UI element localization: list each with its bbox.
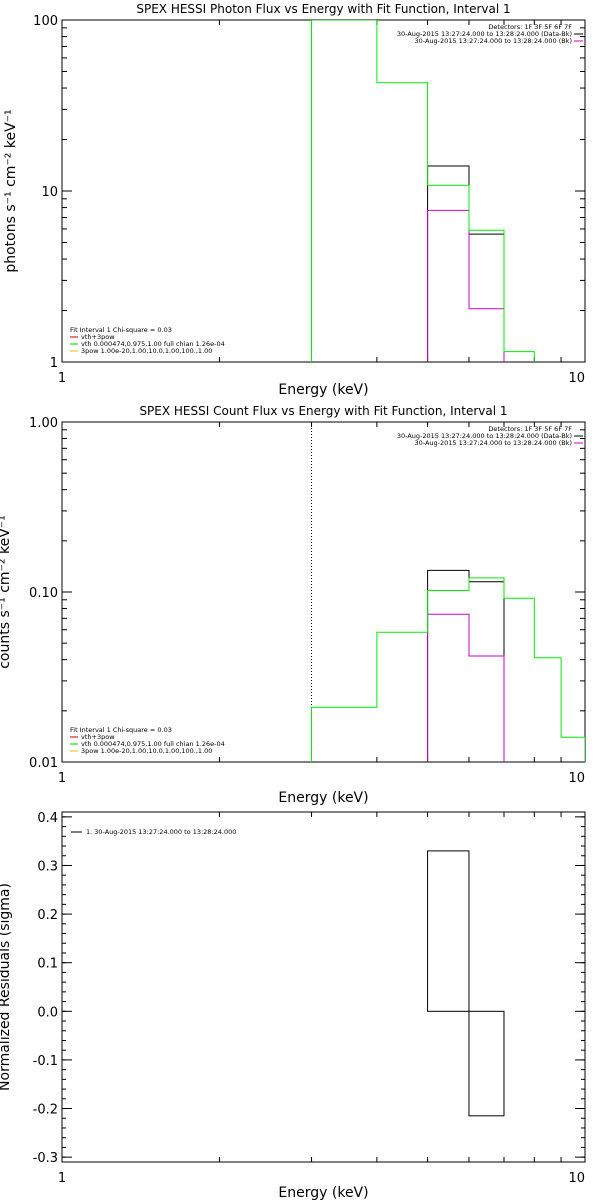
y-tick-label: 0.3 xyxy=(37,859,58,874)
y-tick-label: 100 xyxy=(33,14,58,29)
legend-entry-label: 30-Aug-2015 13:27:24.000 to 13:28:24.000… xyxy=(397,30,572,38)
y-tick-label: 1.00 xyxy=(29,416,58,431)
x-tick-label: 10 xyxy=(568,371,585,386)
series-line-1 xyxy=(427,165,505,362)
series-group xyxy=(427,850,505,1117)
legend-bottom: Fit Interval 1 Chi-square = 0.03vth+3pow… xyxy=(70,326,225,355)
plot-frame xyxy=(61,421,586,763)
chart-panel-2: SPEX HESSI Count Flux vs Energy with Fit… xyxy=(0,404,586,806)
x-axis-label: Energy (keV) xyxy=(278,1185,368,1200)
legend-entry-label: 30-Aug-2015 13:27:24.000 to 13:28:24.000… xyxy=(415,439,572,447)
legend-entry-label: vth+3pow xyxy=(81,333,115,341)
y-axis-label: photons s⁻¹ cm⁻² keV⁻¹ xyxy=(3,109,19,272)
y-tick-label: 0.4 xyxy=(37,811,58,826)
legend-entry-label: vth+3pow xyxy=(81,733,115,741)
y-axis: 0.01 0.10 1.00 xyxy=(29,416,585,771)
x-axis: 1 10 xyxy=(58,812,586,1186)
y-tick-label: -0.3 xyxy=(33,1151,58,1166)
residual-bar xyxy=(427,850,470,1012)
legend-entry-label: 1. 30-Aug-2015 13:27:24.000 to 13:28:24.… xyxy=(86,828,236,836)
x-tick-label: 10 xyxy=(568,771,585,786)
y-tick-label: 0.10 xyxy=(29,586,58,601)
x-axis-label: Energy (keV) xyxy=(278,382,368,398)
x-tick-label: 1 xyxy=(58,1171,66,1186)
y-tick-label: 0.0 xyxy=(37,1005,58,1020)
y-tick-label: 0.1 xyxy=(37,957,58,972)
plot-frame xyxy=(61,19,586,363)
legend-entry-label: 3pow 1.00e-20,1.00,10.0,1.00,100.,1.00 xyxy=(81,747,212,755)
y-tick-label: -0.2 xyxy=(33,1103,58,1118)
y-axis-label: counts s⁻¹ cm⁻² keV⁻¹ xyxy=(0,515,13,669)
series-line-1 xyxy=(427,569,505,762)
chart-title: SPEX HESSI Photon Flux vs Energy with Fi… xyxy=(136,2,510,16)
y-axis: 1 10 100 xyxy=(33,14,585,371)
chart-panel-1: SPEX HESSI Photon Flux vs Energy with Fi… xyxy=(3,2,586,398)
y-axis: -0.3 -0.2 -0.1 0.0 0.1 0.2 0.3 0.4 xyxy=(33,811,585,1166)
legend-bottom: Fit Interval 1 Chi-square = 0.03vth+3pow… xyxy=(70,726,225,755)
x-axis-label: Energy (keV) xyxy=(278,790,368,806)
series-line-2 xyxy=(427,209,505,362)
legend-entry-label: 30-Aug-2015 13:27:24.000 to 13:28:24.000… xyxy=(415,37,572,45)
legend-header: Detectors: 1F 3F 5F 6F 7F xyxy=(488,23,572,31)
legend-header: Fit Interval 1 Chi-square = 0.03 xyxy=(70,326,172,334)
legend-entry-label: 30-Aug-2015 13:27:24.000 to 13:28:24.000… xyxy=(397,432,572,440)
series-line-3 xyxy=(311,20,535,362)
legend-header: Fit Interval 1 Chi-square = 0.03 xyxy=(70,726,172,734)
y-tick-label: 0.2 xyxy=(37,908,58,923)
residual-bar xyxy=(468,1010,505,1117)
x-tick-label: 1 xyxy=(58,371,66,386)
series-group xyxy=(311,20,535,362)
series-group xyxy=(311,569,585,762)
legend-entry-label: 3pow 1.00e-20,1.00,10.0,1.00,100.,1.00 xyxy=(81,347,212,355)
y-tick-label: 0.01 xyxy=(29,756,58,771)
legend-top: 1. 30-Aug-2015 13:27:24.000 to 13:28:24.… xyxy=(71,828,236,836)
y-tick-label: -0.1 xyxy=(33,1054,58,1069)
legend-entry-label: vth 0.000474,0.975,1.00 full chian 1.26e… xyxy=(81,740,225,748)
y-axis-label: Normalized Residuals (sigma) xyxy=(0,883,13,1091)
series-line-3 xyxy=(311,577,585,762)
y-tick-label: 1 xyxy=(50,356,58,371)
plot-frame xyxy=(61,811,586,1163)
chart-panel-3: 1 10 -0.3 -0.2 -0.1 0.0 0.1 0.2 0.3 0.4 Energy (ke… xyxy=(0,811,586,1200)
chart-title: SPEX HESSI Count Flux vs Energy with Fit… xyxy=(139,404,507,418)
series-line-2 xyxy=(427,613,505,762)
x-tick-label: 10 xyxy=(568,1171,585,1186)
x-tick-label: 1 xyxy=(58,771,66,786)
y-tick-label: 10 xyxy=(41,185,58,200)
legend-entry-label: vth 0.000474,0.975,1.00 full chian 1.26e… xyxy=(81,340,225,348)
legend-header: Detectors: 1F 3F 5F 6F 7F xyxy=(488,425,572,433)
